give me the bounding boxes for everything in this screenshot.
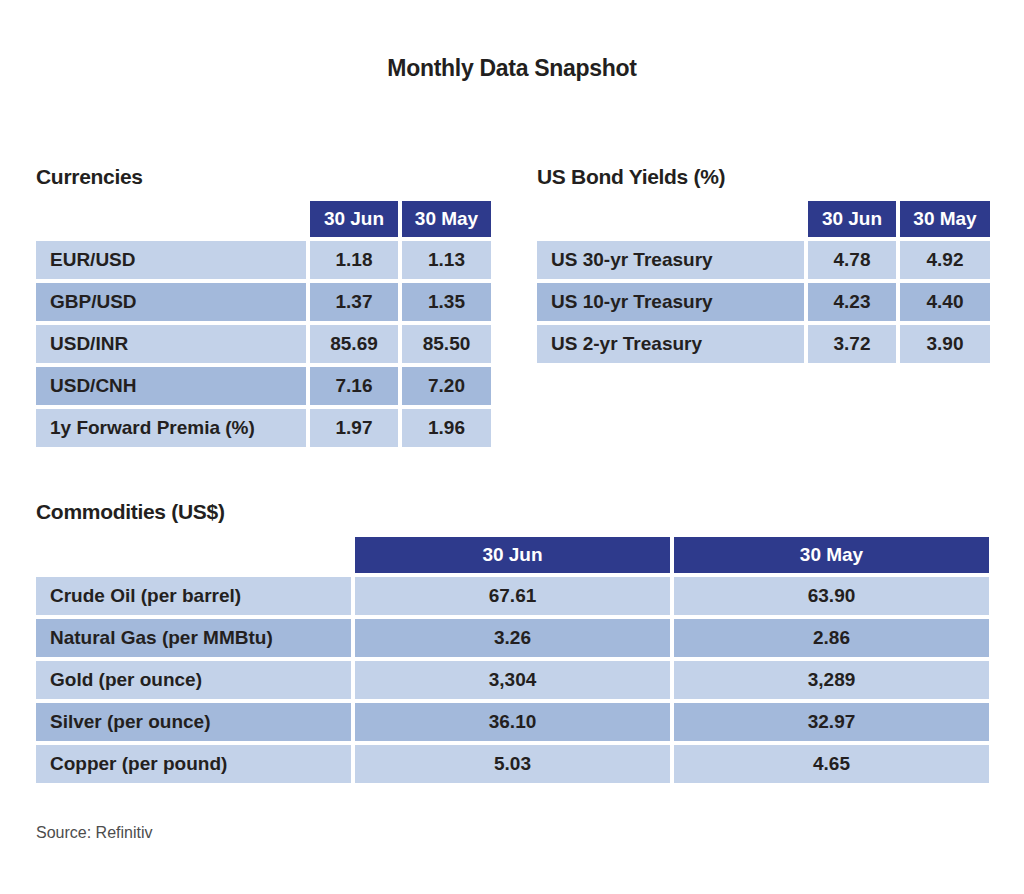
bond-yields-corner-spacer [537, 201, 804, 237]
commodities-col-header-30may: 30 May [674, 537, 989, 573]
commodities-value-jun: 3,304 [355, 661, 670, 699]
currencies-corner-spacer [36, 201, 306, 237]
commodities-value-may: 2.86 [674, 619, 989, 657]
commodities-row-label: Natural Gas (per MMBtu) [36, 619, 351, 657]
currencies-row-label: EUR/USD [36, 241, 306, 279]
currencies-col-header-30jun: 30 Jun [310, 201, 398, 237]
commodities-value-may: 4.65 [674, 745, 989, 783]
currencies-value-jun: 7.16 [310, 367, 398, 405]
bond-yields-col-header-30jun: 30 Jun [808, 201, 896, 237]
page-title: Monthly Data Snapshot [0, 55, 1024, 82]
commodities-value-jun: 36.10 [355, 703, 670, 741]
commodities-heading: Commodities (US$) [36, 500, 225, 524]
bond-yields-value-jun: 4.23 [808, 283, 896, 321]
currencies-value-jun: 1.37 [310, 283, 398, 321]
bond-yields-col-header-30may: 30 May [900, 201, 990, 237]
commodities-col-header-30jun: 30 Jun [355, 537, 670, 573]
bond-yields-value-jun: 4.78 [808, 241, 896, 279]
currencies-value-may: 7.20 [402, 367, 491, 405]
currencies-row-label: 1y Forward Premia (%) [36, 409, 306, 447]
currencies-col-header-30may: 30 May [402, 201, 491, 237]
commodities-corner-spacer [36, 537, 351, 573]
bond-yields-row-label: US 10-yr Treasury [537, 283, 804, 321]
commodities-table: 30 Jun 30 May Crude Oil (per barrel) 67.… [36, 537, 989, 783]
bond-yields-row-label: US 30-yr Treasury [537, 241, 804, 279]
bond-yields-row-label: US 2-yr Treasury [537, 325, 804, 363]
bond-yields-value-may: 4.92 [900, 241, 990, 279]
currencies-value-jun: 85.69 [310, 325, 398, 363]
bond-yields-value-may: 3.90 [900, 325, 990, 363]
currencies-value-may: 1.35 [402, 283, 491, 321]
currencies-value-may: 85.50 [402, 325, 491, 363]
source-note: Source: Refinitiv [36, 824, 153, 842]
currencies-value-may: 1.13 [402, 241, 491, 279]
bond-yields-heading: US Bond Yields (%) [537, 165, 725, 189]
commodities-value-may: 32.97 [674, 703, 989, 741]
currencies-row-label: USD/CNH [36, 367, 306, 405]
bond-yields-value-may: 4.40 [900, 283, 990, 321]
currencies-value-jun: 1.97 [310, 409, 398, 447]
commodities-row-label: Silver (per ounce) [36, 703, 351, 741]
currencies-row-label: USD/INR [36, 325, 306, 363]
currencies-heading: Currencies [36, 165, 143, 189]
currencies-value-jun: 1.18 [310, 241, 398, 279]
commodities-value-may: 3,289 [674, 661, 989, 699]
commodities-row-label: Gold (per ounce) [36, 661, 351, 699]
commodities-value-may: 63.90 [674, 577, 989, 615]
commodities-value-jun: 3.26 [355, 619, 670, 657]
currencies-table: 30 Jun 30 May EUR/USD 1.18 1.13 GBP/USD … [36, 201, 491, 447]
monthly-data-snapshot-page: { "page": { "title": "Monthly Data Snaps… [0, 0, 1024, 894]
currencies-row-label: GBP/USD [36, 283, 306, 321]
commodities-value-jun: 5.03 [355, 745, 670, 783]
commodities-row-label: Copper (per pound) [36, 745, 351, 783]
commodities-row-label: Crude Oil (per barrel) [36, 577, 351, 615]
currencies-value-may: 1.96 [402, 409, 491, 447]
bond-yields-table: 30 Jun 30 May US 30-yr Treasury 4.78 4.9… [537, 201, 990, 363]
bond-yields-value-jun: 3.72 [808, 325, 896, 363]
commodities-value-jun: 67.61 [355, 577, 670, 615]
